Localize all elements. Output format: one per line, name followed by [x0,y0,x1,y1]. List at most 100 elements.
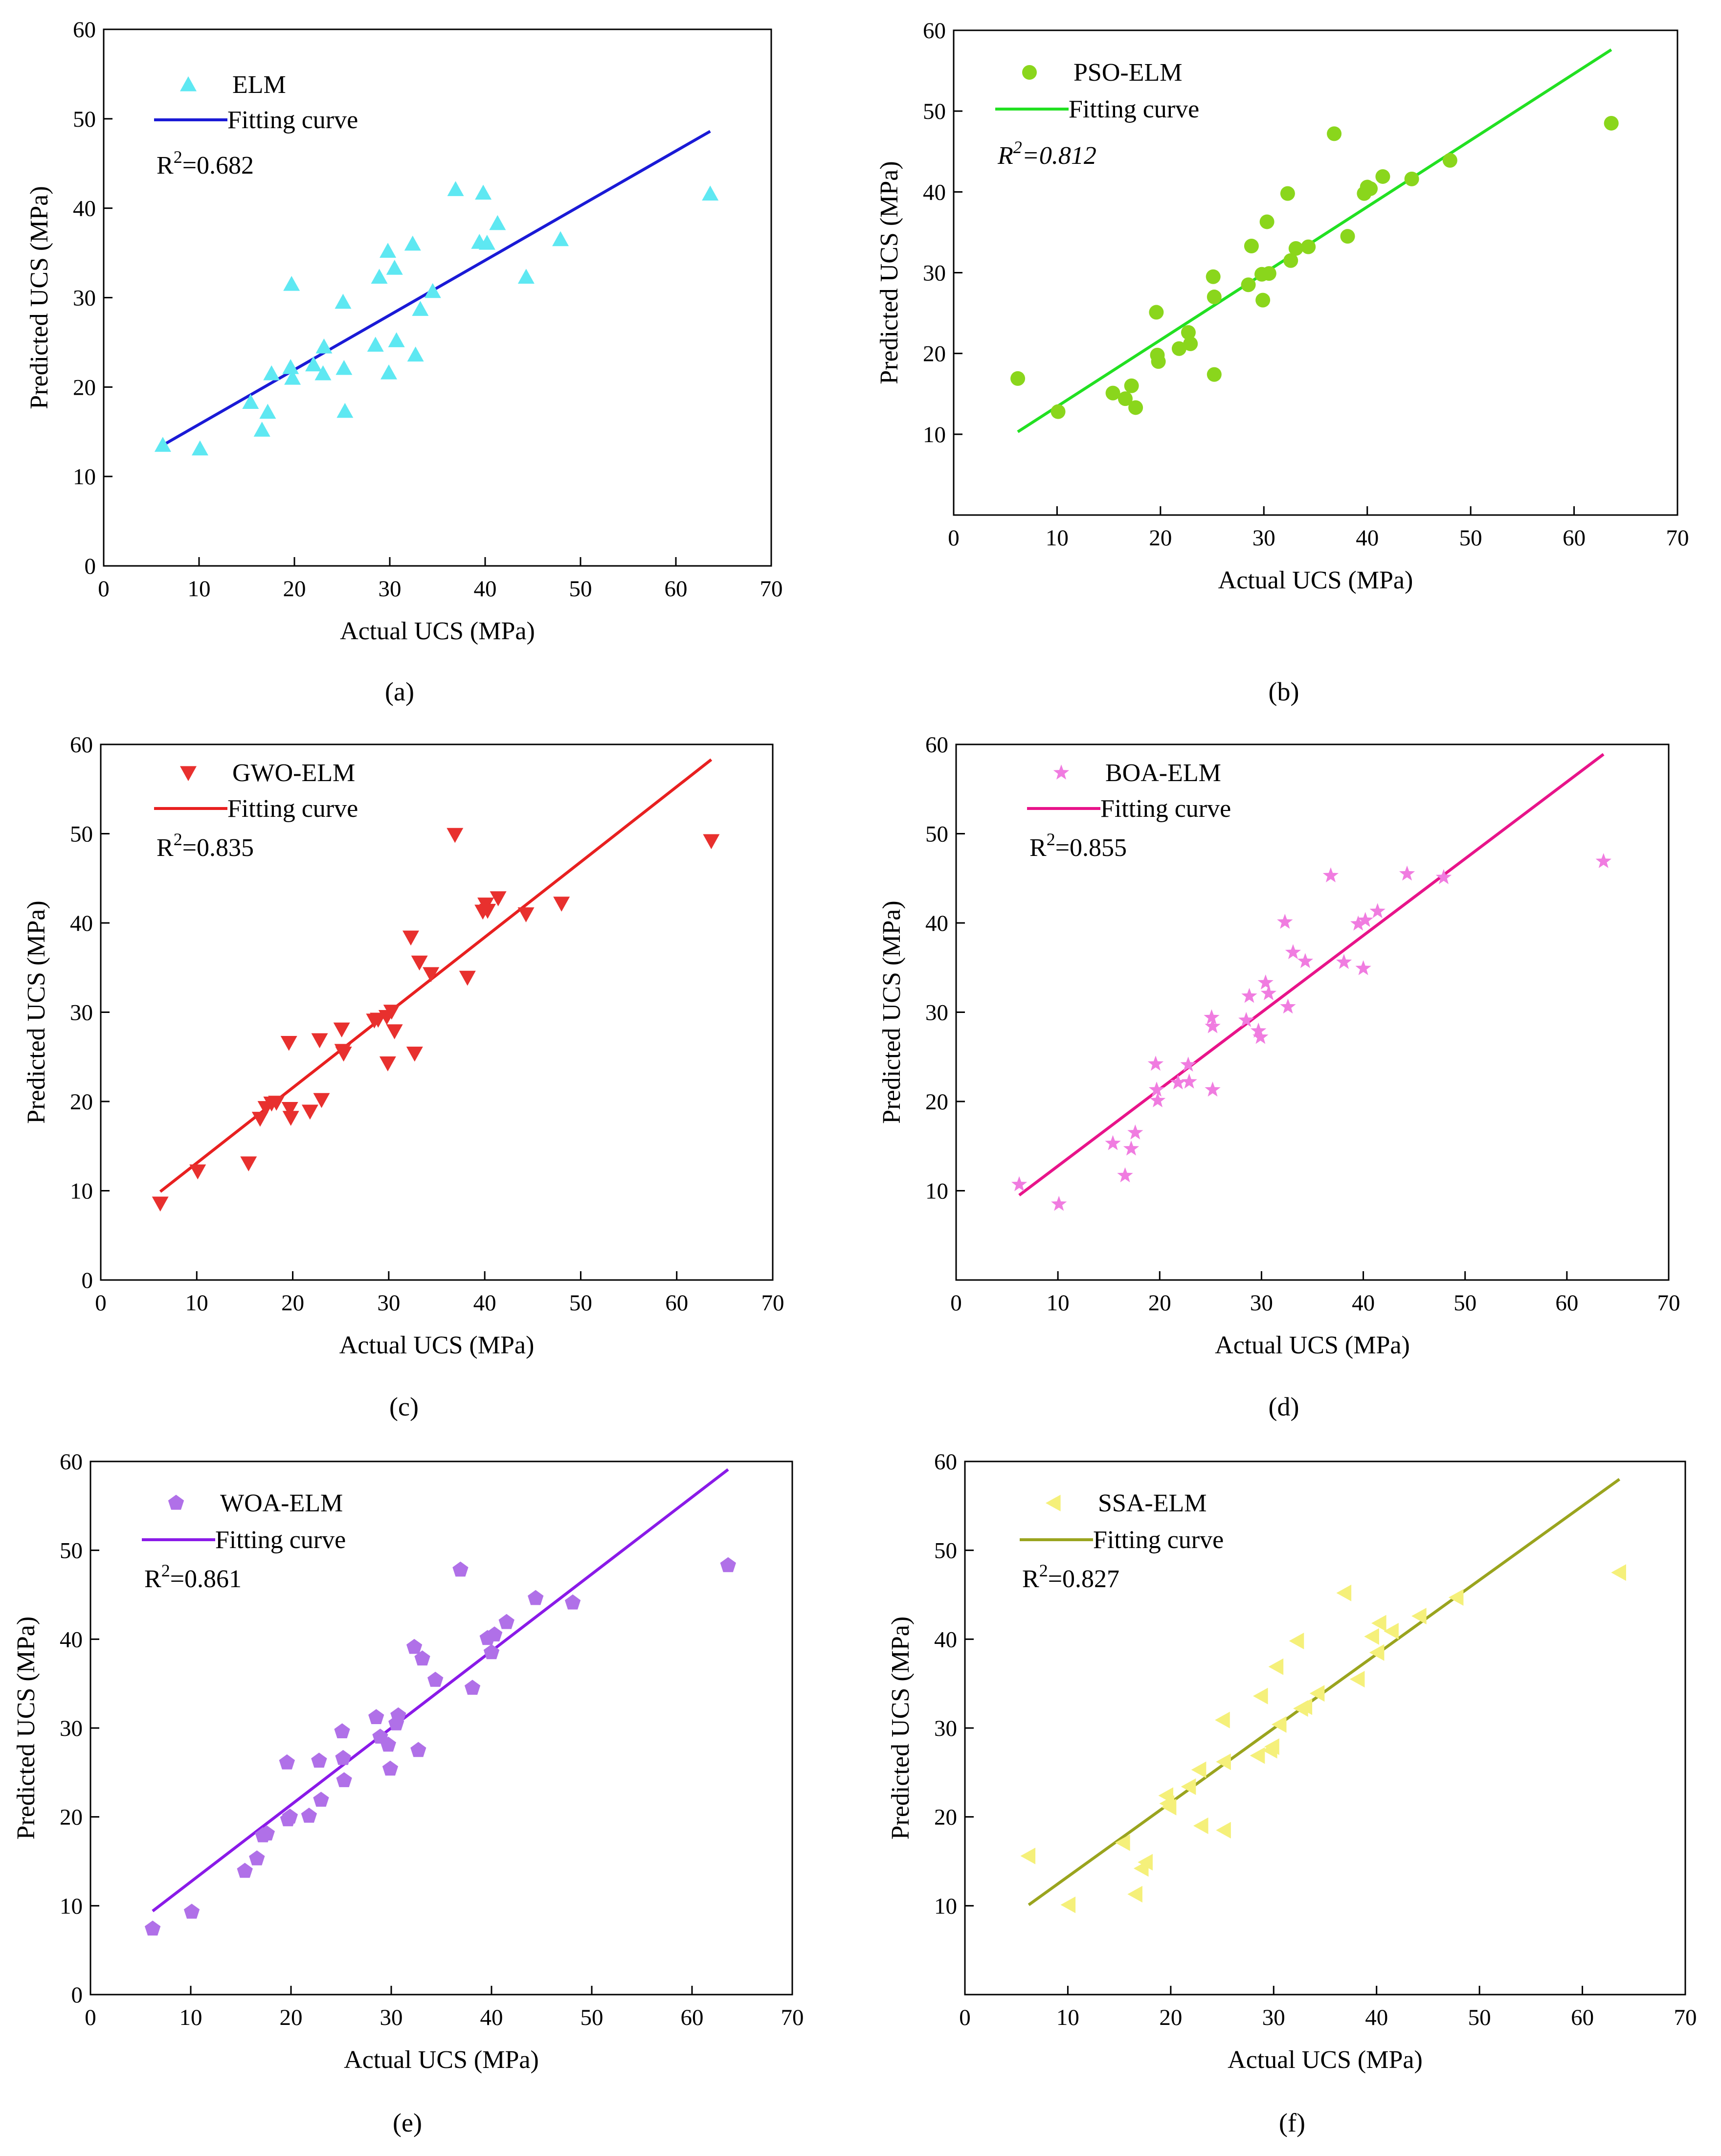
r-squared-symbol: R [144,1565,161,1593]
data-point [517,907,535,922]
x-tick-label: 30 [380,2005,403,2030]
x-tick-label: 10 [1046,525,1069,551]
data-point [1238,1011,1254,1027]
data-point [1350,915,1366,931]
x-tick-label: 40 [1352,1290,1375,1316]
data-point [1241,277,1256,292]
data-point [1611,1564,1626,1581]
y-tick-label: 60 [70,732,93,758]
data-point [414,1650,430,1666]
data-point [1261,266,1276,281]
data-point [301,1104,318,1120]
data-point [427,1671,444,1687]
x-tick-label: 50 [1453,1290,1476,1316]
plot-frame [964,1460,1686,1996]
data-point [335,1046,352,1062]
chart-panel-boa-elm: 0 10 20 30 40 50 60 70 10 20 30 40 50 60 Actual UCS (M… [878,732,1680,1421]
data-point [1595,853,1611,868]
panel-label: (c) [389,1392,419,1421]
x-tick-label: 20 [281,1290,304,1316]
data-point [379,1056,396,1072]
data-point [189,1164,206,1180]
y-tick-label: 50 [925,822,948,847]
r-squared-value: =0.835 [182,834,254,862]
data-point [386,260,403,275]
x-tick-label: 0 [950,1290,962,1316]
data-point [1442,153,1457,168]
y-axis-title: Predicted UCS (MPa) [25,186,53,409]
data-point [1257,974,1274,989]
r-squared-symbol: R [1022,1565,1039,1593]
legend-model-label: BOA-ELM [1105,759,1221,787]
x-tick-label: 40 [480,2005,503,2030]
data-point [475,184,492,200]
x-axis-title: Actual UCS (MPa) [344,2046,539,2074]
data-point [240,1156,257,1171]
data-point [1435,869,1452,884]
y-axis-title: Predicted UCS (MPa) [887,1617,915,1840]
data-point [1251,1022,1267,1038]
legend-fit-label: Fitting curve [1069,95,1199,123]
r-squared-value: =0.812 [1022,142,1096,170]
data-point [311,1752,327,1768]
x-tick-label: 60 [1571,2005,1594,2030]
y-tick-label: 50 [60,1538,83,1564]
data-point [314,365,332,381]
x-tick-label: 60 [1555,1290,1578,1316]
data-point [528,1590,544,1605]
data-point [1138,1854,1153,1871]
data-point [1375,169,1390,184]
data-point [498,1614,514,1629]
r-squared-symbol: R [1029,834,1047,862]
r-squared-value: =0.682 [182,152,254,180]
data-point [144,1920,161,1936]
x-tick-label: 0 [95,1290,107,1316]
r-squared-symbol: R [156,152,174,180]
chart-panel-woa-elm: 0 10 20 30 40 50 60 70 0 10 20 30 40 50 60 Actual UCS (… [12,1449,804,2137]
x-tick-label: 30 [1250,1290,1273,1316]
data-point [1255,292,1271,308]
data-point [382,1760,399,1776]
data-point [368,1709,384,1724]
data-point [464,1680,481,1695]
data-point [1297,1698,1313,1715]
data-point [1404,171,1419,186]
data-point [404,235,421,251]
data-point [1180,1056,1196,1072]
x-axis-title: Actual UCS (MPa) [1228,2046,1423,2074]
x-tick-label: 40 [473,1290,496,1316]
data-point [1369,903,1386,918]
y-tick-label: 0 [85,554,96,579]
data-point [335,1750,351,1765]
data-point [237,1863,253,1878]
y-tick-label: 30 [925,1000,948,1026]
legend-model-label: PSO-ELM [1073,59,1182,87]
y-tick-label: 0 [82,1268,93,1293]
y-tick-label: 20 [73,375,96,400]
data-point [1340,229,1355,244]
data-point [336,1772,352,1787]
data-point [1252,1029,1269,1044]
legend-marker [180,766,197,781]
data-point [1118,391,1133,406]
data-point [487,1626,503,1641]
data-point [1124,378,1139,393]
data-point [1288,241,1303,256]
data-point [386,1024,403,1039]
data-point [1216,1753,1231,1771]
y-tick-label: 20 [934,1805,957,1830]
data-point [490,891,507,906]
data-point [553,897,570,912]
data-point [1181,1073,1197,1089]
plot-frame [955,743,1670,1281]
data-point [253,422,270,437]
data-point [383,1005,400,1020]
y-tick-label: 50 [70,822,93,847]
data-point [1010,371,1026,386]
x-tick-label: 70 [781,2005,804,2030]
data-point [1127,1124,1143,1140]
x-tick-label: 40 [1356,525,1379,551]
r-squared-superscript: 2 [1047,830,1055,849]
x-tick-label: 10 [1047,1290,1070,1316]
x-tick-label: 0 [959,2005,971,2030]
